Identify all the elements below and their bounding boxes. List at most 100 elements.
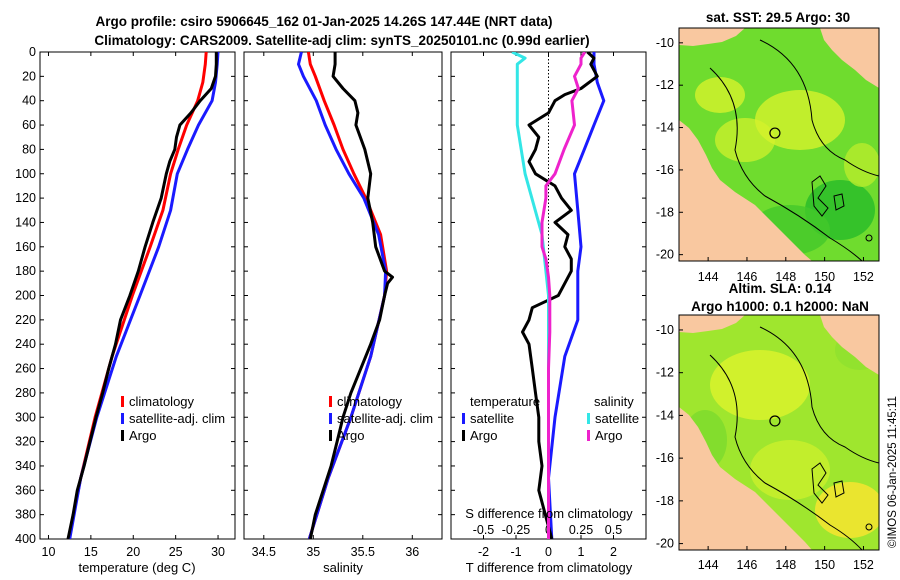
x2-tick-label: 0.5 [605,523,622,537]
legend-label-climatology: climatology [129,394,195,409]
sst-patch [695,77,745,113]
sla-map-title-line1: Altim. SLA: 0.14 [729,281,832,296]
sla-patch [815,482,879,538]
lon-tick-label: 148 [775,270,796,284]
x-tick-label: 1 [578,545,585,559]
depth-tick-label: 240 [15,337,36,351]
depth-tick-label: 60 [22,118,36,132]
figure-title-line2: Climatology: CARS2009. Satellite-adj cli… [94,33,589,48]
series-line-temperature-satellite [547,52,606,539]
salinity-series [297,52,394,539]
x-tick-label: 2 [610,545,617,559]
copyright-stamp: ©IMOS 06-Jan-2025 11:45:11 [887,396,899,548]
lon-tick-label: 146 [737,558,758,572]
sst-map-argo-marker [769,127,781,139]
legend-swatch-s-satellite [587,413,590,424]
legend-swatch-satellite [329,413,332,424]
depth-tick-label: 140 [15,215,36,229]
lon-tick-label: 144 [698,558,719,572]
salinity-ticks: 34.5 35 35.5 36 [252,52,419,559]
legend-swatch-s-argo [587,430,590,441]
lon-tick-label: 152 [853,270,874,284]
series-line-argo [66,52,218,539]
depth-tick-label: 180 [15,264,36,278]
x-tick-label: -2 [478,545,489,559]
x-tick-label: 34.5 [252,545,276,559]
bathymetry-contour [709,67,863,261]
series-line-climatology [67,52,208,539]
legend-label-t-satellite: satellite [470,411,514,426]
depth-tick-label: 400 [15,532,36,546]
figure-title-line1: Argo profile: csiro 5906645_162 01-Jan-2… [96,14,553,29]
reef-outline [865,523,873,531]
depth-tick-label: 260 [15,362,36,376]
bathymetry-contour [759,326,879,464]
legend-swatch-t-satellite [462,413,465,424]
legend-title-temperature: temperature [470,394,540,409]
reef-outline [865,234,873,242]
x-tick-label: -1 [510,545,521,559]
difference-legend-salinity: salinity satellite Argo [587,394,639,443]
x-tick-label: 0 [545,545,552,559]
bathymetry-contour [759,39,879,177]
bathymetry-contour [709,354,863,550]
depth-tick-label: 0 [29,45,36,59]
depth-tick-label: 120 [15,191,36,205]
legend-label-satellite: satellite-adj. clim [129,411,225,426]
x2-tick-label: -0.25 [502,523,531,537]
depth-tick-label: 200 [15,289,36,303]
sst-map-ticks: 144 146 148 150 152 -10 -12 -14 -16 -18 -20 [656,36,874,284]
series-line-satellite-adj-clim [68,52,220,539]
lat-tick-label: -20 [656,248,674,262]
lon-tick-label: 146 [737,270,758,284]
sla-patch [710,350,810,420]
legend-label-s-satellite: satellite [595,411,639,426]
land-papua-islands [820,28,879,88]
x-tick-label: 10 [42,545,56,559]
temperature-series [66,52,220,539]
temperature-axes [39,51,236,540]
land-new-guinea [679,315,745,333]
sla-map-ticks: 144 146 148 150 152 -10 -12 -14 -16 -18 -20 [656,323,874,572]
series-line-argo [308,52,394,539]
legend-label-t-argo: Argo [470,428,497,443]
lat-tick-label: -10 [656,323,674,337]
x2-tick-label: -0.5 [473,523,495,537]
lat-tick-label: -18 [656,494,674,508]
depth-tick-label: 360 [15,483,36,497]
lon-tick-label: 150 [814,558,835,572]
reef-outline [811,462,829,504]
x-tick-label: 15 [84,545,98,559]
depth-tick-labels: 0 20 40 60 80 100 120 140 160 180 200 220 240 260 280 3… [15,45,646,546]
reef-outline [811,175,829,217]
legend-label-climatology: climatology [337,394,403,409]
lat-tick-label: -18 [656,205,674,219]
temperature-legend: climatology satellite-adj. clim Argo [121,394,225,443]
x2-tick-label: 0.25 [569,523,593,537]
lon-tick-label: 152 [853,558,874,572]
legend-swatch-climatology [121,396,124,407]
x-tick-label: 30 [211,545,225,559]
sla-map-frame [678,314,880,551]
salinity-axes [243,51,443,540]
depth-tick-label: 340 [15,459,36,473]
land-papua-islands [820,315,879,375]
series-line-salinity-argo [540,52,587,539]
s-difference-xlabel: S difference from climatology [465,506,633,521]
lon-tick-label: 144 [698,270,719,284]
sst-map-title: sat. SST: 29.5 Argo: 30 [706,10,850,25]
argo-position-marker [769,127,781,139]
legend-swatch-t-argo [462,430,465,441]
lat-tick-label: -16 [656,451,674,465]
legend-swatch-climatology [329,396,332,407]
depth-tick-label: 280 [15,386,36,400]
depth-tick-label: 80 [22,142,36,156]
reef-outline [833,193,845,211]
series-line-temperature-argo [521,52,599,539]
sst-map-frame [678,27,880,262]
salinity-xlabel: salinity [323,560,363,575]
legend-label-satellite: satellite-adj. clim [337,411,433,426]
depth-tick-label: 300 [15,410,36,424]
lat-tick-label: -10 [656,36,674,50]
